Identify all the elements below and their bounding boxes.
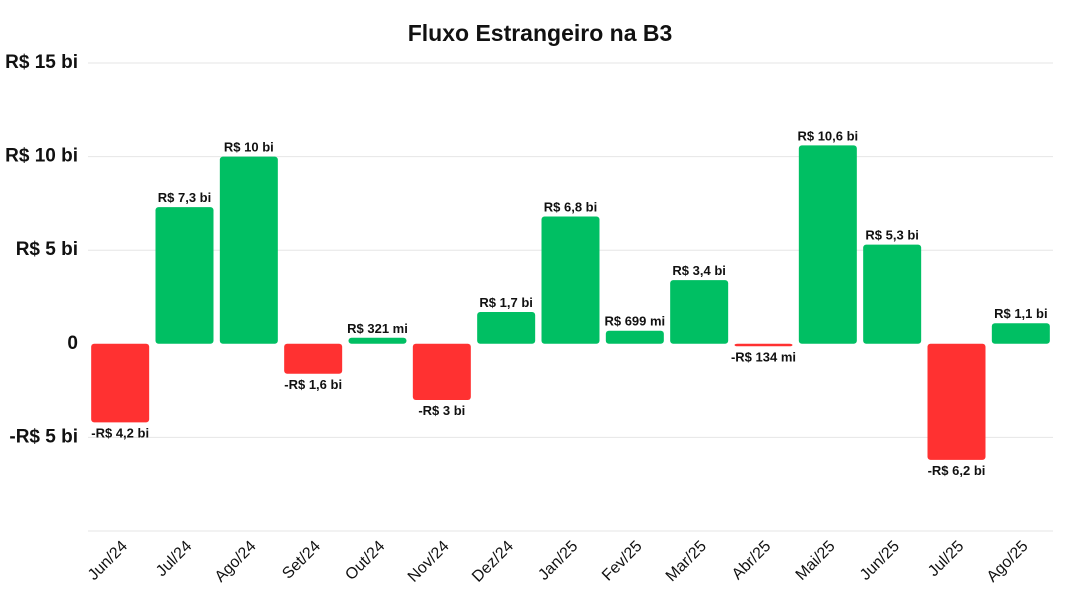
x-tick-label: Jan/25: [535, 538, 581, 584]
bar: [284, 343, 343, 374]
data-label: R$ 7,3 bi: [158, 190, 211, 205]
x-tick-label: Jul/25: [925, 538, 967, 580]
data-label: R$ 699 mi: [604, 314, 665, 329]
data-label: R$ 3,4 bi: [672, 263, 725, 278]
bar: [412, 343, 471, 400]
x-tick-label: Jun/25: [857, 538, 903, 584]
bar: [927, 343, 986, 460]
x-tick-label: Nov/24: [405, 538, 453, 586]
x-tick-label: Mai/25: [793, 538, 839, 584]
y-tick-label: 0: [67, 333, 78, 354]
x-tick-label: Mar/25: [663, 538, 710, 585]
data-label: R$ 1,1 bi: [994, 306, 1047, 321]
data-label: -R$ 1,6 bi: [284, 377, 342, 392]
bar: [155, 207, 214, 344]
x-tick-label: Jul/24: [153, 538, 195, 580]
chart-title: Fluxo Estrangeiro na B3: [407, 20, 673, 46]
data-label: R$ 321 mi: [347, 321, 408, 336]
bars: [91, 145, 1050, 460]
data-label: -R$ 134 mi: [731, 349, 796, 364]
x-tick-label: Out/24: [342, 538, 388, 584]
data-labels: -R$ 4,2 bi R$ 7,3 bi R$ 10 bi -R$ 1,6 bi R$ …: [91, 128, 1047, 477]
x-tick-label: Dez/24: [469, 538, 517, 586]
data-label: R$ 6,8 bi: [544, 200, 597, 215]
x-tick-label: Ago/24: [212, 538, 260, 586]
bar: [863, 244, 922, 344]
y-axis-tick-labels: R$ 15 bi R$ 10 bi R$ 5 bi 0 -R$ 5 bi: [5, 52, 78, 447]
bar: [991, 323, 1050, 344]
data-label: -R$ 6,2 bi: [928, 463, 986, 478]
x-tick-label: Fev/25: [599, 538, 646, 585]
bar: [348, 337, 407, 344]
x-axis-tick-labels: Jun/24 Jul/24 Ago/24 Set/24 Out/24 Nov/24 Dez/…: [85, 538, 1032, 586]
x-tick-label: Set/24: [279, 538, 324, 583]
y-tick-label: -R$ 5 bi: [9, 426, 78, 447]
bar: [734, 343, 793, 347]
bar: [605, 330, 664, 344]
bar: [477, 311, 536, 344]
y-tick-label: R$ 10 bi: [5, 146, 78, 167]
bar: [91, 343, 150, 423]
data-label: R$ 1,7 bi: [479, 295, 532, 310]
y-tick-label: R$ 5 bi: [16, 239, 78, 260]
data-label: R$ 10,6 bi: [797, 128, 858, 143]
data-label: -R$ 3 bi: [418, 403, 465, 418]
y-tick-label: R$ 15 bi: [5, 52, 78, 73]
data-label: -R$ 4,2 bi: [91, 425, 149, 440]
bar: [798, 145, 857, 344]
bar: [541, 216, 600, 344]
x-tick-label: Ago/25: [984, 538, 1032, 586]
data-label: R$ 5,3 bi: [865, 228, 918, 243]
x-tick-label: Jun/24: [85, 538, 131, 584]
bar: [219, 156, 278, 344]
data-label: R$ 10 bi: [224, 140, 274, 155]
bar: [670, 280, 729, 344]
x-tick-label: Abr/25: [729, 538, 774, 583]
